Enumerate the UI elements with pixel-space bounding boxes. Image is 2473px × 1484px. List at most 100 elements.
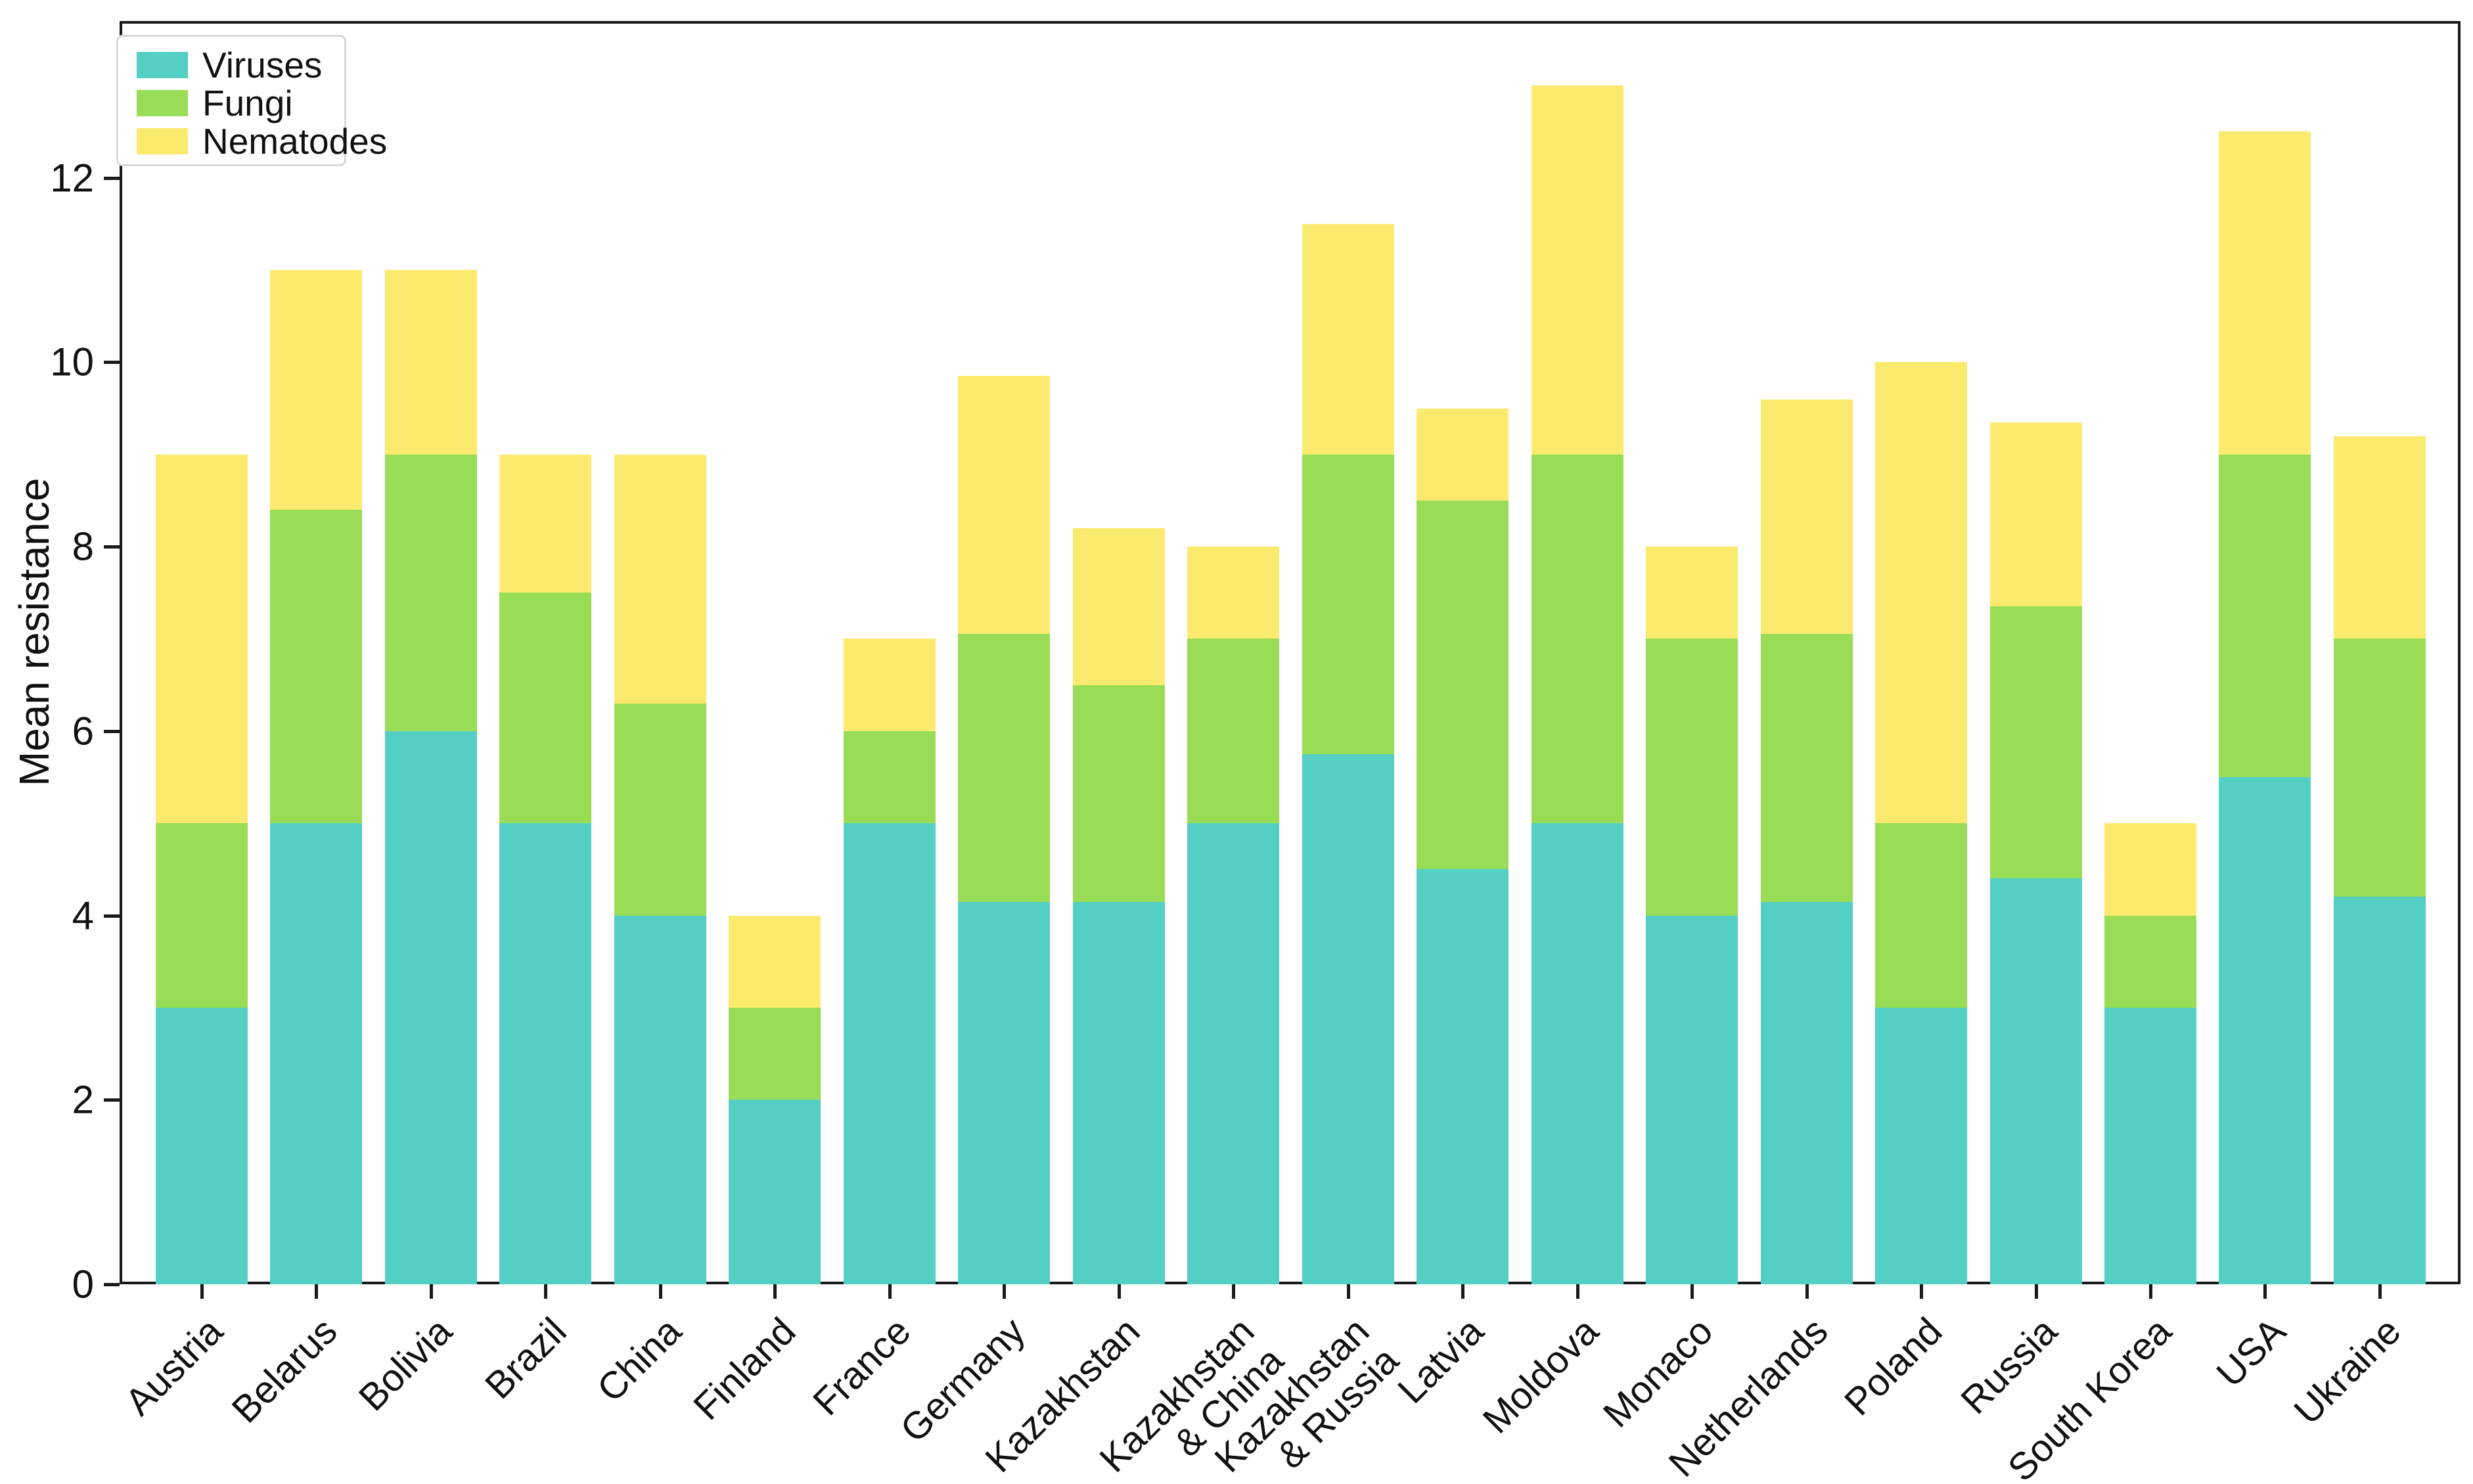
x-tick-mark [2034,1284,2038,1299]
bar-segment-nematodes-ukraine [2333,436,2426,639]
x-tick-label-moldova: Moldova [1474,1309,1607,1442]
x-tick-mark [544,1284,548,1299]
x-tick-label-china: China [589,1309,690,1410]
bar-segment-fungi-finland [729,1007,821,1100]
bar-segment-viruses-finland [729,1100,821,1284]
bar-segment-fungi-moldova [1531,454,1623,824]
y-tick-label-2: 2 [72,1077,94,1122]
x-tick-label-usa: USA [2208,1309,2295,1395]
x-tick-mark [1346,1284,1350,1299]
y-tick-label-12: 12 [50,156,94,200]
bar-segment-nematodes-russia [1989,422,2082,607]
x-tick-label-latvia: Latvia [1390,1309,1492,1412]
bar-segment-viruses-russia [1989,878,2082,1284]
bar-segment-nematodes-south-korea [2104,823,2196,916]
y-tick-mark-2 [104,1098,120,1102]
bar-segment-nematodes-kazakhstan [1072,528,1165,685]
bar-segment-fungi-bolivia [384,454,477,731]
x-tick-mark [1003,1284,1007,1299]
bar-segment-nematodes-monaco [1646,547,1738,639]
bar-segment-fungi-monaco [1646,639,1738,916]
y-tick-mark-6 [104,729,120,733]
x-tick-label-france: France [804,1309,919,1424]
x-tick-label-brazil: Brazil [477,1309,575,1408]
x-tick-label-russia: Russia [1952,1309,2066,1422]
legend-swatch-nematodes [137,128,188,154]
y-tick-mark-12 [104,176,120,180]
x-tick-label-ukraine: Ukraine [2286,1309,2409,1433]
bar-segment-fungi-kazakhstan-russia [1302,454,1394,754]
bar-segment-viruses-france [843,823,936,1284]
x-tick-mark [1117,1284,1121,1299]
bar-segment-nematodes-usa [2219,131,2311,455]
x-tick-mark [315,1284,319,1299]
bar-segment-nematodes-kazakhstan-russia [1302,223,1394,455]
bar-segment-nematodes-moldova [1531,85,1623,455]
bar-segment-fungi-ukraine [2333,639,2426,897]
x-tick-mark [2378,1284,2382,1299]
bar-segment-nematodes-netherlands [1760,399,1853,635]
bar-segment-fungi-france [843,731,936,824]
legend-label: Nematodes [202,121,388,162]
legend-item-nematodes: Nematodes [137,121,387,162]
y-tick-label-10: 10 [50,340,94,384]
bar-segment-viruses-china [614,915,706,1284]
bar-segment-viruses-south-korea [2104,1007,2196,1284]
bar-segment-nematodes-belarus [270,270,363,510]
x-tick-mark [658,1284,662,1299]
legend-label: Viruses [202,45,323,85]
bar-segment-viruses-kazakhstan-china [1187,823,1280,1284]
bar-segment-fungi-netherlands [1760,634,1853,902]
bar-segment-nematodes-poland [1875,362,1968,824]
bar-segment-fungi-belarus [270,509,363,824]
y-tick-mark-8 [104,545,120,549]
bar-segment-nematodes-kazakhstan-china [1187,547,1280,639]
x-tick-label-austria: Austria [116,1309,231,1424]
x-tick-mark [773,1284,777,1299]
x-tick-mark [888,1284,892,1299]
bar-segment-viruses-poland [1875,1007,1968,1284]
x-tick-label-finland: Finland [685,1309,804,1429]
bar-segment-viruses-ukraine [2333,897,2426,1284]
bar-segment-fungi-kazakhstan-china [1187,639,1280,824]
x-tick-mark [200,1284,204,1299]
x-tick-mark [2263,1284,2267,1299]
bar-segment-nematodes-france [843,639,936,731]
bar-segment-viruses-kazakhstan-russia [1302,753,1394,1284]
bar-segment-fungi-south-korea [2104,915,2196,1008]
x-tick-mark [1576,1284,1579,1299]
bar-segment-fungi-brazil [499,593,592,824]
x-tick-mark [1920,1284,1924,1299]
bar-segment-viruses-latvia [1417,869,1509,1284]
bar-segment-fungi-latvia [1417,500,1509,870]
bar-segment-fungi-china [614,703,706,916]
legend-item-fungi: Fungi [137,83,344,124]
bar-segment-fungi-germany [958,634,1051,902]
x-tick-mark [1805,1284,1809,1299]
plot-area [120,21,2461,1284]
bar-segment-viruses-brazil [499,823,592,1284]
y-tick-label-6: 6 [72,709,94,753]
bar-segment-viruses-usa [2219,777,2311,1284]
legend-swatch-viruses [137,52,188,78]
bar-segment-nematodes-finland [729,915,821,1008]
x-tick-label-bolivia: Bolivia [350,1309,461,1420]
x-tick-mark [2148,1284,2152,1299]
bar-segment-viruses-kazakhstan [1072,901,1165,1284]
bar-segment-nematodes-germany [958,376,1051,635]
x-tick-mark [1461,1284,1465,1299]
y-tick-label-8: 8 [72,524,94,569]
legend: Viruses Fungi Nematodes [116,35,387,166]
bar-segment-fungi-austria [156,823,248,1008]
y-tick-mark-10 [104,361,120,365]
x-tick-label-poland: Poland [1836,1309,1951,1424]
y-tick-mark-4 [104,914,120,918]
x-tick-mark [1690,1284,1694,1299]
bar-segment-viruses-monaco [1646,915,1738,1284]
bar-segment-viruses-belarus [270,823,363,1284]
bar-segment-viruses-germany [958,901,1051,1284]
bar-segment-viruses-moldova [1531,823,1623,1284]
legend-item-viruses: Viruses [137,45,344,85]
bar-segment-nematodes-austria [156,454,248,824]
